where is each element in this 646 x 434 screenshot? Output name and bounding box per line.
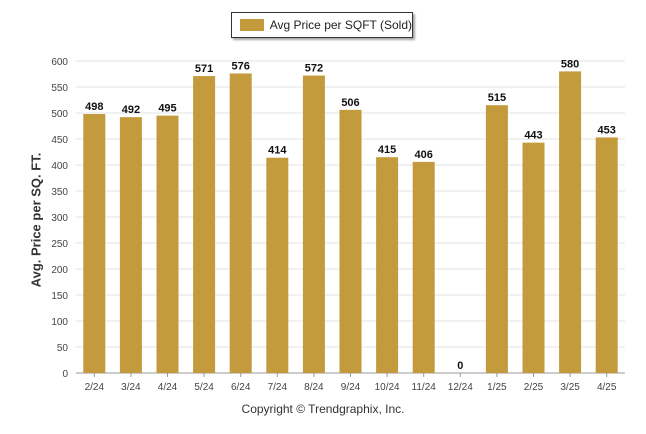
y-tick-label: 450 — [51, 135, 68, 146]
bar — [119, 117, 142, 373]
bar — [485, 105, 508, 373]
bar — [595, 137, 618, 373]
bar — [522, 142, 545, 373]
bar — [412, 161, 435, 373]
x-tick-label: 2/25 — [524, 382, 544, 393]
data-label: 415 — [378, 144, 396, 156]
bar — [376, 157, 399, 373]
bar — [302, 75, 325, 373]
bar — [193, 76, 216, 373]
data-label: 495 — [158, 103, 176, 115]
bar — [339, 109, 362, 373]
y-tick-label: 200 — [51, 265, 68, 276]
x-tick-label: 3/25 — [560, 382, 580, 393]
y-tick-label: 100 — [51, 317, 68, 328]
data-label: 580 — [561, 58, 579, 70]
y-tick-label: 400 — [51, 161, 68, 172]
legend-swatch — [240, 19, 264, 31]
x-tick-label: 4/24 — [158, 382, 178, 393]
y-tick-label: 250 — [51, 239, 68, 250]
x-tick-label: 5/24 — [194, 382, 214, 393]
data-label: 406 — [415, 149, 433, 161]
data-label: 498 — [85, 101, 103, 113]
x-tick-label: 6/24 — [231, 382, 251, 393]
legend-label: Avg Price per SQFT (Sold) — [269, 18, 412, 32]
data-label: 576 — [232, 60, 250, 72]
y-tick-label: 150 — [51, 291, 68, 302]
y-tick-label: 600 — [51, 57, 68, 68]
data-label: 0 — [457, 360, 463, 372]
y-tick-label: 550 — [51, 83, 68, 94]
data-label: 443 — [524, 130, 542, 142]
x-tick-label: 12/24 — [448, 382, 473, 393]
x-tick-label: 11/24 — [412, 382, 437, 393]
bar — [156, 115, 179, 373]
copyright: Copyright © Trendgraphix, Inc. — [241, 402, 405, 416]
y-tick-label: 350 — [51, 187, 68, 198]
x-tick-label: 2/24 — [85, 382, 105, 393]
data-label: 453 — [598, 124, 616, 136]
x-tick-label: 8/24 — [304, 382, 324, 393]
data-label: 515 — [488, 92, 506, 104]
bar — [83, 114, 106, 373]
bar — [229, 73, 252, 373]
data-label: 492 — [122, 104, 140, 116]
data-label: 506 — [341, 97, 359, 109]
x-tick-label: 7/24 — [268, 382, 288, 393]
data-label: 571 — [195, 63, 213, 75]
y-tick-label: 0 — [62, 369, 68, 380]
x-tick-label: 10/24 — [375, 382, 400, 393]
x-tick-label: 1/25 — [487, 382, 507, 393]
bar — [559, 71, 582, 374]
x-tick-label: 3/24 — [121, 382, 141, 393]
bar — [266, 157, 289, 373]
x-tick-label: 4/25 — [597, 382, 617, 393]
y-tick-label: 300 — [51, 213, 68, 224]
legend: Avg Price per SQFT (Sold) — [231, 12, 413, 38]
y-tick-label: 500 — [51, 109, 68, 120]
data-label: 572 — [305, 63, 323, 75]
x-tick-label: 9/24 — [341, 382, 361, 393]
y-tick-label: 50 — [57, 343, 69, 354]
data-label: 414 — [268, 145, 287, 157]
